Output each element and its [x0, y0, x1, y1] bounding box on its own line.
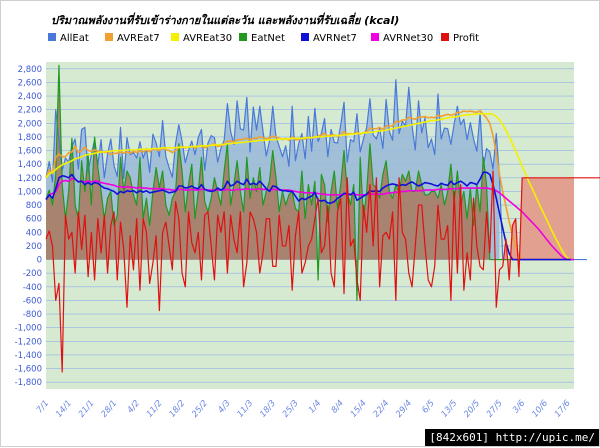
y-tick-label: 2,200	[18, 106, 42, 116]
watermark-label: [842x601] http://upic.me/	[425, 429, 599, 446]
series-lines	[45, 64, 600, 373]
x-tick-label: 18/3	[258, 399, 278, 420]
y-axis-ticks: -1,800 -1,600 -1,400 -1,200 -1,000 -800 -600 -4…	[15, 65, 42, 388]
y-tick-label: 400	[26, 228, 42, 238]
y-tick-label: -200	[23, 269, 42, 279]
y-tick-label: 1,800	[18, 133, 42, 143]
y-tick-label: -800	[23, 310, 42, 320]
y-tick-label: -1,200	[15, 337, 42, 347]
x-tick-label: 20/5	[462, 399, 482, 420]
y-tick-label: 1,200	[18, 174, 42, 184]
x-tick-label: 25/2	[190, 399, 210, 420]
x-tick-label: 28/1	[99, 399, 119, 420]
legend-label-eatnet: EatNet	[251, 33, 285, 44]
legend-label-avrnet30: AVRNet30	[383, 33, 433, 44]
x-tick-label: 10/6	[530, 398, 550, 420]
y-tick-label: 0	[37, 256, 42, 266]
x-tick-label: 14/1	[54, 399, 74, 420]
y-tick-label: 1,600	[18, 147, 42, 157]
legend-swatch-avrnet30	[371, 33, 379, 41]
legend-label-avreat30: AVREat30	[183, 33, 232, 44]
y-tick-label: 2,400	[18, 92, 42, 102]
series-line-profit	[45, 170, 600, 373]
y-tick-label: -1,000	[15, 324, 42, 334]
x-tick-label: 17/6	[553, 398, 573, 420]
legend-swatch-avreat7	[105, 33, 113, 41]
legend-swatch-avreat30	[171, 33, 179, 41]
y-tick-label: 600	[26, 215, 42, 225]
x-tick-label: 7/1	[35, 399, 51, 416]
series-line-avreat30	[45, 112, 574, 261]
legend-swatch-profit	[441, 33, 449, 41]
series-line-eatnet	[45, 64, 574, 302]
series-line-alleat	[45, 79, 587, 261]
legend-swatch-avrnet7	[301, 33, 309, 41]
legend-label-avreat7: AVREat7	[117, 33, 160, 44]
x-tick-label: 25/3	[281, 399, 301, 420]
x-tick-label: 6/5	[420, 399, 436, 416]
y-tick-label: 2,600	[18, 78, 42, 88]
legend: AllEat AVREat7 AVREat30 EatNet AVRNet7 AVRNet…	[48, 33, 479, 44]
x-tick-label: 27/5	[485, 399, 505, 420]
y-tick-label: 1,400	[18, 160, 42, 170]
y-tick-label: 2,800	[18, 65, 42, 75]
y-tick-label: 800	[26, 201, 42, 211]
legend-label-avrnet7: AVRNet7	[313, 33, 357, 44]
x-tick-label: 15/4	[349, 399, 369, 420]
legend-label-alleat: AllEat	[60, 33, 89, 44]
x-tick-label: 1/4	[307, 399, 323, 416]
x-tick-label: 29/4	[394, 399, 414, 420]
x-tick-label: 8/4	[330, 399, 346, 416]
series-line-avrnet7	[45, 171, 571, 261]
y-tick-label: 200	[26, 242, 42, 252]
x-tick-label: 4/2	[126, 399, 142, 416]
y-tick-label: -1,600	[15, 365, 42, 375]
legend-swatch-eatnet	[239, 33, 247, 41]
y-tick-label: -600	[23, 296, 42, 306]
x-tick-label: 18/2	[167, 399, 187, 420]
series-line-avrnet30	[45, 177, 574, 261]
y-tick-label: 2,000	[18, 119, 42, 129]
x-tick-label: 21/1	[77, 399, 97, 420]
legend-label-profit: Profit	[453, 33, 479, 44]
x-tick-label: 4/3	[216, 399, 232, 416]
y-tick-label: 1,000	[18, 187, 42, 197]
x-tick-label: 13/5	[440, 399, 460, 420]
eatnet-area	[46, 65, 500, 301]
y-tick-label: -400	[23, 283, 42, 293]
x-tick-label: 11/2	[145, 399, 165, 420]
y-tick-label: -1,400	[15, 351, 42, 361]
x-axis-ticks: 7/1 14/1 21/1 28/1 4/2 11/2 18/2 25/2 4/3 11/3 18/…	[35, 398, 573, 420]
legend-swatch-alleat	[48, 33, 56, 41]
chart-title: ปริมาณพลังงานที่รับเข้าร่างกายในแต่ละวัน…	[51, 12, 399, 27]
y-tick-label: -1,800	[15, 378, 42, 388]
x-tick-label: 3/6	[511, 398, 528, 415]
x-tick-label: 22/4	[371, 399, 391, 420]
x-tick-label: 11/3	[235, 399, 255, 420]
